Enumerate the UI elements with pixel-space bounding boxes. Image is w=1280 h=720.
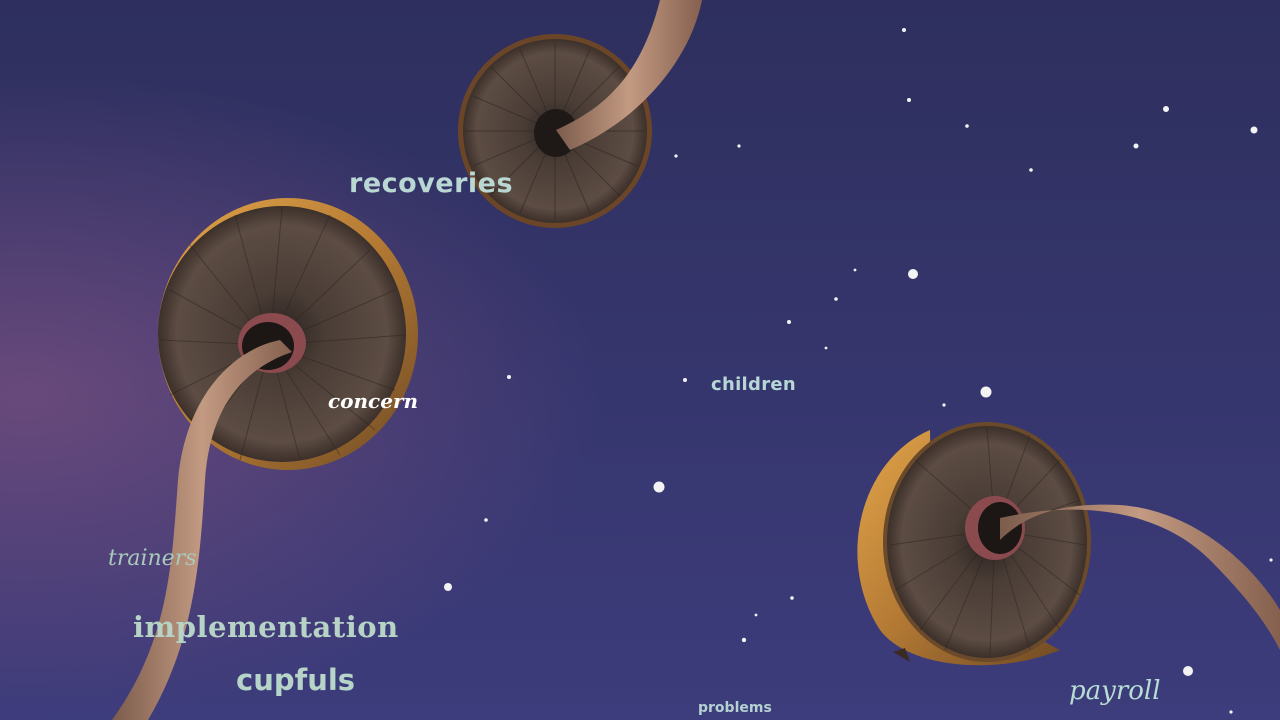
word-recoveries: recoveries [349,168,514,199]
word-implementation: implementation [133,610,399,644]
word-payroll: payroll [1069,676,1161,706]
word-trainers: trainers [108,546,197,571]
stars [444,28,1273,714]
word-concern: concern [328,389,419,413]
mushroom-cap-right [857,422,1280,666]
word-children: children [711,374,797,395]
word-problems: problems [698,700,772,716]
mushroom-cap-left [112,198,418,720]
mushroom-cap-top [458,0,702,228]
word-cupfuls: cupfuls [236,663,356,697]
